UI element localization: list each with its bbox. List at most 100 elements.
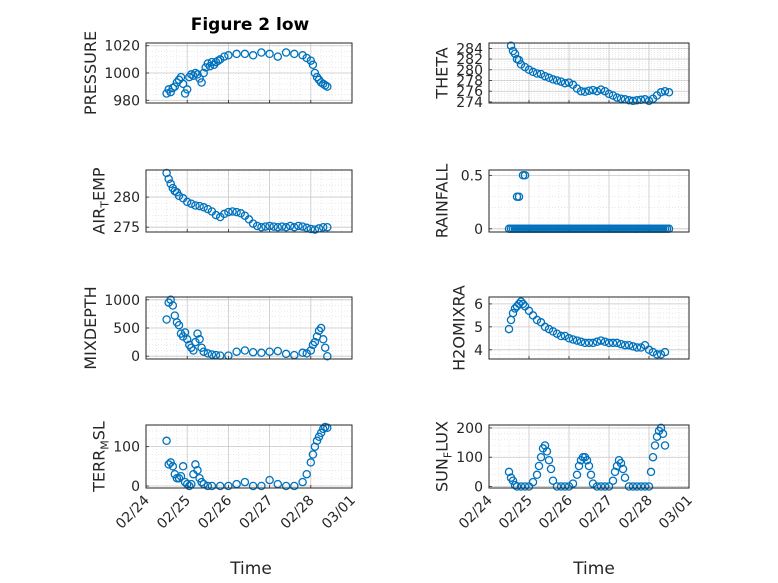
y-tick-label: 284 xyxy=(456,41,483,57)
x-tick-label: 02/24 xyxy=(456,492,496,532)
data-point xyxy=(203,481,213,491)
data-point xyxy=(580,338,590,348)
y-tick-label: 274 xyxy=(456,95,483,111)
data-point xyxy=(205,61,215,71)
x-axis-title-left: Time xyxy=(229,559,272,579)
data-point xyxy=(290,49,299,59)
data-point xyxy=(306,458,316,467)
data-point xyxy=(576,337,586,347)
y-axis-label: THETA xyxy=(433,47,452,99)
data-point xyxy=(176,471,186,481)
data-point xyxy=(178,79,188,89)
data-point xyxy=(320,81,330,90)
data-point xyxy=(572,336,582,345)
axes-box xyxy=(488,169,690,233)
data-point xyxy=(232,207,241,217)
data-point xyxy=(504,467,514,477)
data-point xyxy=(516,482,526,491)
data-point xyxy=(596,482,606,491)
data-point xyxy=(640,482,650,491)
y-tick-label: 4 xyxy=(474,343,483,359)
axes-box xyxy=(145,42,353,104)
data-point xyxy=(191,337,200,347)
data-point xyxy=(600,337,610,347)
axes-box xyxy=(145,424,353,489)
data-point xyxy=(302,469,311,479)
data-point xyxy=(207,481,217,491)
data-point xyxy=(504,324,514,334)
axes-box xyxy=(488,424,690,489)
data-point xyxy=(628,482,638,491)
data-point xyxy=(560,78,570,88)
y-tick-label: 0 xyxy=(131,349,140,365)
data-point xyxy=(285,221,295,231)
axes-box xyxy=(488,42,690,104)
data-point xyxy=(310,68,320,78)
data-point xyxy=(281,222,291,232)
data-point xyxy=(596,85,606,94)
data-point xyxy=(257,481,266,491)
data-point xyxy=(512,482,522,491)
data-point xyxy=(528,67,538,77)
data-point xyxy=(528,477,538,487)
data-point xyxy=(281,48,291,57)
y-tick-label: 278 xyxy=(456,74,483,90)
y-axis-label: SUNFLUX xyxy=(433,421,455,492)
data-point xyxy=(616,458,626,468)
data-point xyxy=(616,339,626,349)
data-point xyxy=(248,347,258,357)
data-point xyxy=(236,209,246,218)
data-point xyxy=(650,441,660,450)
data-point xyxy=(660,441,670,450)
data-point xyxy=(166,87,175,97)
data-point xyxy=(624,482,634,491)
data-point xyxy=(240,49,250,59)
y-tick-label: 280 xyxy=(456,63,483,79)
data-point xyxy=(310,337,320,347)
data-point xyxy=(506,41,516,50)
data-point xyxy=(588,338,598,348)
data-point xyxy=(265,347,274,356)
data-point xyxy=(265,49,274,59)
data-point xyxy=(215,481,225,491)
data-point xyxy=(532,470,542,480)
data-point xyxy=(211,57,221,67)
y-axis-label: RAINFALL xyxy=(433,164,452,239)
data-point xyxy=(228,207,237,216)
data-point xyxy=(174,191,184,201)
data-point xyxy=(652,350,662,359)
data-point xyxy=(572,470,582,480)
data-point xyxy=(306,224,316,234)
data-point xyxy=(193,70,202,79)
data-point xyxy=(552,482,562,491)
y-tick-label: 275 xyxy=(113,220,140,236)
y-tick-label: 0 xyxy=(474,222,483,238)
data-point xyxy=(224,207,233,217)
x-tick-label: 03/01 xyxy=(656,493,696,533)
data-point xyxy=(197,78,206,87)
data-point xyxy=(604,89,614,99)
data-point xyxy=(298,477,307,487)
data-point xyxy=(199,347,208,356)
x-tick-label: 02/28 xyxy=(278,493,318,533)
panel-rainfall: 0 0.5 RAINFALL xyxy=(433,164,690,239)
data-point xyxy=(306,346,316,355)
y-axis-label: TERRMSL xyxy=(90,421,112,493)
data-point xyxy=(248,51,258,60)
data-point xyxy=(518,299,528,309)
data-point xyxy=(648,452,658,462)
data-point xyxy=(180,89,190,98)
data-point xyxy=(608,476,618,485)
data-point xyxy=(592,86,602,96)
data-point xyxy=(580,87,590,97)
y-axis-label: AIRTEMP xyxy=(90,167,112,234)
data-point xyxy=(568,479,578,488)
data-point xyxy=(290,222,299,232)
data-point xyxy=(182,85,192,94)
axes-box xyxy=(145,169,353,233)
data-point xyxy=(294,221,303,231)
data-point xyxy=(624,340,634,350)
data-point xyxy=(248,481,258,491)
data-point xyxy=(596,336,606,345)
data-point xyxy=(632,96,642,105)
